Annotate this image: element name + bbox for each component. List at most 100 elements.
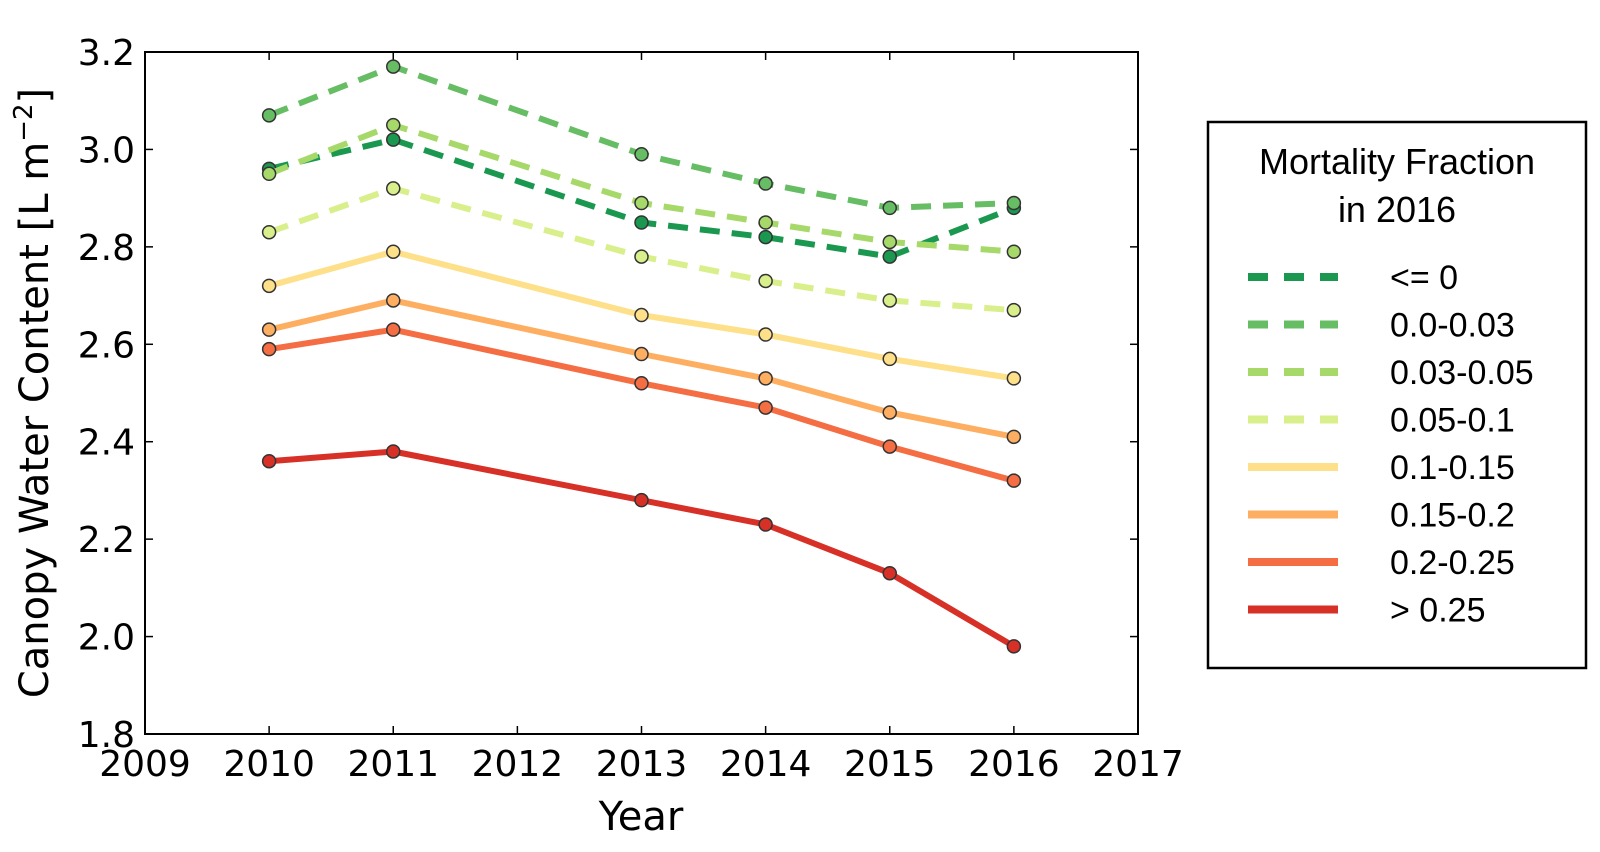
y-axis-title: Canopy Water Content [L m−2] [9, 88, 58, 698]
data-point [882, 565, 897, 581]
legend-label: 0.05-0.1 [1390, 402, 1515, 440]
series-line [268, 448, 1016, 649]
data-point [882, 200, 897, 216]
data-point [1006, 244, 1022, 259]
data-point [1006, 195, 1022, 211]
data-point [882, 234, 897, 250]
y-tick-label: 2.2 [78, 520, 135, 561]
data-point [261, 108, 277, 123]
series-group [261, 59, 1022, 654]
series-0-1-0-15 [261, 244, 1022, 386]
data-point [1006, 302, 1022, 318]
y-axis-title-main: Canopy Water Content [L m [12, 142, 58, 698]
data-point [758, 176, 773, 191]
data-point [386, 293, 401, 308]
data-point [758, 400, 773, 415]
series-0-0-0-03 [261, 59, 1022, 216]
data-point [758, 371, 773, 386]
series-line [268, 326, 1015, 484]
data-point [634, 307, 649, 323]
data-point [882, 439, 897, 454]
axis-ticks: 2009 2010 2011 2012 2013 2014 2015 2016 2017 1.8 2… [78, 33, 1184, 785]
x-tick-label: 2015 [844, 744, 936, 785]
data-point [1006, 639, 1022, 654]
legend-label: 0.1-0.15 [1390, 449, 1515, 487]
data-point [882, 249, 897, 264]
series-line [268, 63, 1015, 211]
x-tick-label: 2009 [99, 744, 191, 785]
series-0-05-0-1 [261, 181, 1022, 318]
data-point [634, 147, 649, 162]
data-point [261, 278, 277, 294]
y-axis-title-close: ] [12, 88, 58, 104]
legend-title-line1: Mortality Fraction [1259, 141, 1535, 182]
data-point [634, 346, 649, 362]
data-point [386, 132, 401, 147]
x-tick-label: 2010 [223, 744, 315, 785]
data-point [634, 492, 649, 508]
data-point [758, 215, 773, 230]
data-point [758, 517, 773, 532]
y-tick-label: 2.4 [78, 423, 135, 464]
data-point [634, 195, 649, 211]
data-point [634, 376, 649, 391]
y-tick-label: 2.0 [78, 618, 135, 659]
x-tick-label: 2017 [1092, 744, 1184, 785]
x-tick-label: 2014 [720, 744, 812, 785]
legend-label: 0.03-0.05 [1390, 354, 1534, 392]
series-0-2-0-25 [261, 322, 1022, 488]
y-tick-label: 2.6 [78, 325, 135, 366]
data-point [386, 322, 401, 337]
legend-box [1206, 120, 1588, 670]
data-point [386, 444, 401, 459]
legend-label: <= 0 [1390, 259, 1458, 297]
data-point [261, 322, 277, 337]
data-point [634, 215, 649, 230]
data-point [261, 341, 277, 357]
y-tick-label: 1.8 [78, 715, 135, 756]
series-line [268, 136, 1015, 260]
data-point [758, 273, 773, 289]
series-line [268, 185, 1015, 314]
y-tick-label: 3.0 [78, 130, 135, 171]
y-tick-label: 2.8 [78, 228, 135, 269]
data-point [1006, 429, 1022, 445]
data-point [386, 244, 401, 259]
series-line [268, 248, 1015, 382]
x-tick-label: 2016 [968, 744, 1060, 785]
legend-entries: <= 0 0.0-0.03 0.03-0.05 0.05-0.1 0.1-0.15 0.1… [1248, 259, 1534, 630]
x-tick-label: 2011 [347, 744, 439, 785]
x-tick-label: 2013 [596, 744, 688, 785]
series-0-15-0-2 [261, 293, 1022, 445]
legend-label: > 0.25 [1390, 592, 1485, 630]
legend: Mortality Fraction in 2016 <= 0 0.0-0.03 0… [1206, 120, 1588, 670]
data-point [261, 453, 277, 469]
data-point [386, 59, 401, 74]
series-gt-0-25 [261, 444, 1022, 654]
legend-label: 0.0-0.03 [1390, 307, 1515, 345]
legend-label: 0.15-0.2 [1390, 497, 1515, 535]
data-point [261, 166, 277, 182]
data-point [261, 224, 277, 240]
series-line [268, 122, 1015, 255]
data-point [386, 117, 401, 133]
data-point [386, 181, 401, 196]
legend-label: 0.2-0.25 [1390, 544, 1515, 582]
legend-title-line2: in 2016 [1338, 189, 1456, 230]
x-axis-title: Year [598, 794, 684, 840]
data-point [882, 351, 897, 367]
y-axis-title-superscript: −2 [9, 103, 39, 141]
series-0-03-0-05 [261, 117, 1022, 259]
data-point [882, 405, 897, 420]
data-point [758, 327, 773, 342]
series-line [268, 297, 1015, 440]
data-point [1006, 371, 1022, 386]
x-tick-label: 2012 [472, 744, 564, 785]
y-tick-label: 3.2 [78, 33, 135, 74]
data-point [634, 249, 649, 264]
data-point [882, 293, 897, 308]
series-le-0 [261, 132, 1022, 264]
data-point [1006, 473, 1022, 488]
data-point [758, 229, 773, 245]
